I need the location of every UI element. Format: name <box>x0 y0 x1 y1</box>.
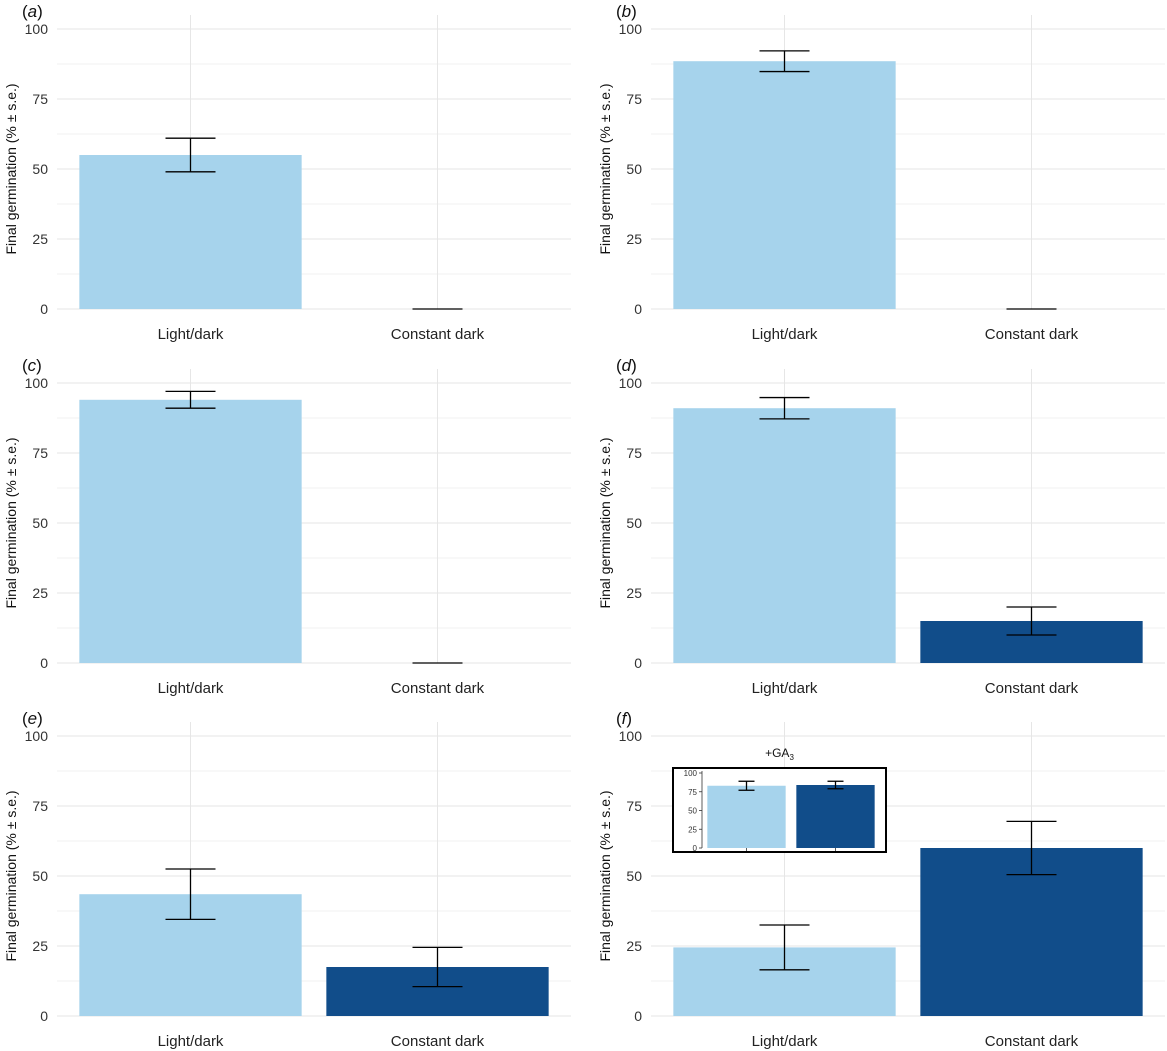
y-axis-label: Final germination (% ± s.e.) <box>3 83 19 254</box>
panel-letter: f <box>622 709 629 728</box>
panel-b: 0 25 50 75 100 Light/dark Constant dark Final g… <box>597 2 1165 343</box>
panel-label: (f) <box>616 709 632 728</box>
panel-f: 0 25 50 75 100 Light/dark Constant dark Final g… <box>597 709 1165 1050</box>
y-tick-label: 25 <box>626 585 642 601</box>
panel-letter: c <box>28 356 37 375</box>
y-axis-label: Final germination (% ± s.e.) <box>597 790 613 961</box>
inset-bar-constant-dark <box>796 785 875 848</box>
bar-light-dark <box>79 399 302 663</box>
x-category-label: Light/dark <box>752 326 818 343</box>
y-axis-label: Final germination (% ± s.e.) <box>3 790 19 961</box>
y-tick-label: 75 <box>32 445 48 461</box>
panel-c: 0 25 50 75 100 Light/dark Constant dark Final g… <box>3 356 571 697</box>
bar-light-dark <box>79 155 302 309</box>
inset-bar-light-dark <box>707 785 786 848</box>
y-tick-label: 100 <box>25 728 49 744</box>
inset-title-subscript: 3 <box>789 753 794 762</box>
x-category-label: Constant dark <box>391 680 485 697</box>
y-tick-label: 100 <box>25 375 49 391</box>
x-category-label: Constant dark <box>391 1033 485 1050</box>
y-tick-label: 50 <box>626 868 642 884</box>
inset-title: +GA3 <box>765 746 794 762</box>
inset-y-tick-label: 100 <box>684 769 698 778</box>
y-tick-label: 0 <box>40 301 48 317</box>
bar-light-dark <box>673 61 896 310</box>
y-tick-label: 75 <box>626 798 642 814</box>
y-tick-label: 0 <box>40 655 48 671</box>
x-category-label: Constant dark <box>985 1033 1079 1050</box>
y-tick-label: 0 <box>634 1008 642 1024</box>
y-tick-label: 75 <box>626 91 642 107</box>
panel-label: (b) <box>616 2 637 21</box>
y-tick-label: 50 <box>32 515 48 531</box>
x-category-label: Constant dark <box>391 326 485 343</box>
y-tick-label: 0 <box>634 301 642 317</box>
y-axis-label: Final germination (% ± s.e.) <box>597 83 613 254</box>
y-tick-label: 75 <box>32 798 48 814</box>
x-category-label: Light/dark <box>158 326 224 343</box>
y-tick-label: 25 <box>32 231 48 247</box>
panel-label: (c) <box>22 356 42 375</box>
inset-y-tick-label: 50 <box>688 807 697 816</box>
inset-chart: 0 25 50 75 100 +GA3 <box>672 746 887 853</box>
y-tick-label: 100 <box>619 728 643 744</box>
y-tick-label: 0 <box>634 655 642 671</box>
x-category-label: Light/dark <box>158 680 224 697</box>
x-category-label: Light/dark <box>158 1033 224 1050</box>
y-tick-label: 50 <box>626 161 642 177</box>
y-tick-label: 25 <box>626 231 642 247</box>
y-tick-label: 50 <box>32 161 48 177</box>
y-tick-label: 0 <box>40 1008 48 1024</box>
inset-title-main: +GA <box>765 746 789 760</box>
y-tick-label: 50 <box>32 868 48 884</box>
panel-letter: a <box>28 2 37 21</box>
x-category-label: Constant dark <box>985 680 1079 697</box>
inset-y-tick-label: 25 <box>688 825 697 834</box>
y-axis-label: Final germination (% ± s.e.) <box>597 437 613 608</box>
x-category-label: Light/dark <box>752 1033 818 1050</box>
y-tick-label: 75 <box>32 91 48 107</box>
panel-d: 0 25 50 75 100 Light/dark Constant dark Final g… <box>597 356 1165 697</box>
panel-label: (a) <box>22 2 43 21</box>
y-tick-label: 100 <box>619 375 643 391</box>
bar-constant-dark <box>920 848 1143 1016</box>
panel-label: (e) <box>22 709 43 728</box>
inset-y-tick-label: 75 <box>688 788 697 797</box>
y-tick-label: 25 <box>32 938 48 954</box>
x-category-label: Light/dark <box>752 680 818 697</box>
y-axis-label: Final germination (% ± s.e.) <box>3 437 19 608</box>
y-tick-label: 50 <box>626 515 642 531</box>
inset-y-tick-label: 0 <box>693 844 698 853</box>
y-tick-label: 75 <box>626 445 642 461</box>
y-tick-label: 100 <box>25 21 49 37</box>
panel-letter: d <box>622 356 632 375</box>
panel-a: 0 25 50 75 100 Light/dark Constant dark Final g… <box>3 2 571 343</box>
y-tick-label: 100 <box>619 21 643 37</box>
bar-light-dark <box>673 408 896 663</box>
x-category-label: Constant dark <box>985 326 1079 343</box>
panel-label: (d) <box>616 356 637 375</box>
y-tick-label: 25 <box>32 585 48 601</box>
panel-e: 0 25 50 75 100 Light/dark Constant dark Final g… <box>3 709 571 1050</box>
y-tick-label: 25 <box>626 938 642 954</box>
panel-letter: e <box>28 709 37 728</box>
panel-letter: b <box>622 2 631 21</box>
